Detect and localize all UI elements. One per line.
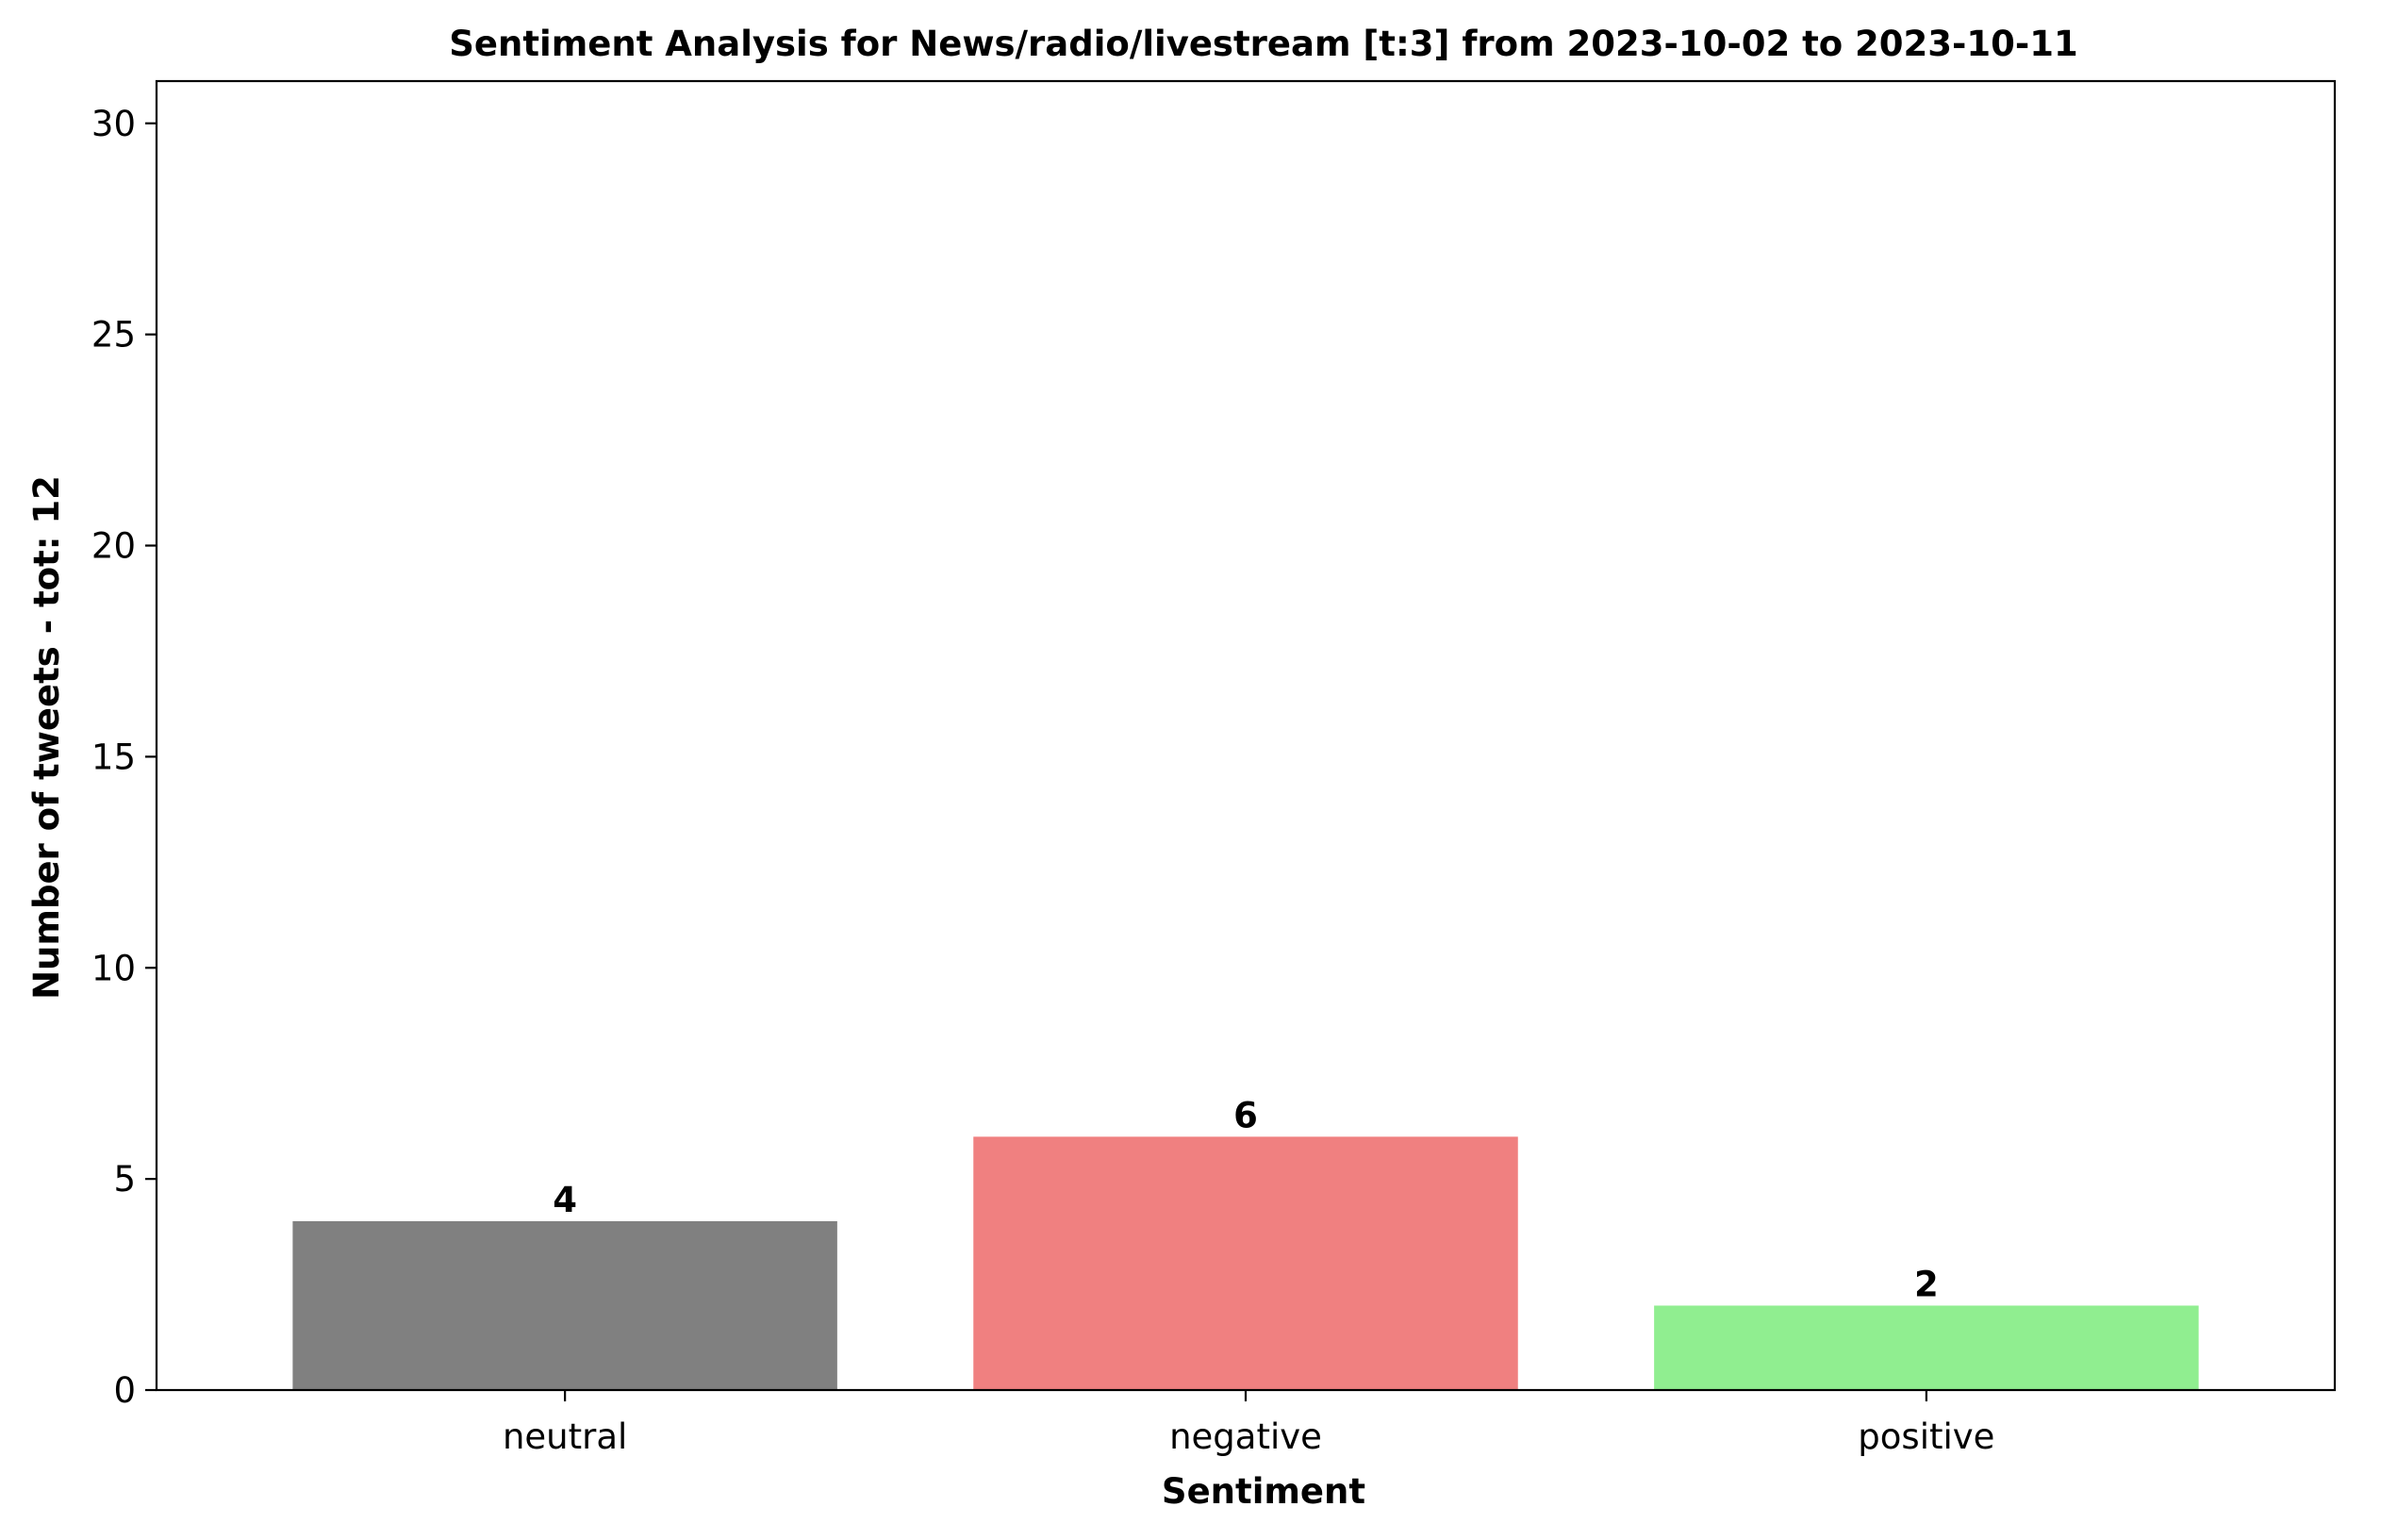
data-label-neutral: 4 — [553, 1180, 577, 1220]
data-label-negative: 6 — [1233, 1095, 1258, 1135]
y-tick-label: 0 — [113, 1370, 136, 1411]
y-tick-label: 20 — [91, 526, 136, 567]
x-tick-label-positive: positive — [1858, 1416, 1994, 1457]
y-tick-label: 15 — [91, 737, 136, 777]
y-axis: 0 5 10 15 20 25 30 — [91, 104, 157, 1411]
x-tick-label-neutral: neutral — [503, 1416, 627, 1457]
bar-neutral — [292, 1220, 837, 1390]
y-tick-label: 25 — [91, 315, 136, 356]
y-tick-label: 30 — [91, 104, 136, 144]
x-tick-label-negative: negative — [1169, 1416, 1322, 1457]
data-label-positive: 2 — [1914, 1264, 1939, 1304]
x-axis: neutral negative positive — [503, 1390, 1994, 1457]
plot-area: 4 6 2 — [155, 79, 2337, 1392]
y-tick-label: 10 — [91, 948, 136, 988]
bar-positive — [1654, 1305, 2199, 1390]
bar-negative — [973, 1136, 1518, 1390]
y-tick-label: 5 — [113, 1159, 136, 1200]
chart-title: Sentiment Analysis for News/radio/livest… — [449, 24, 2077, 64]
x-axis-label: Sentiment — [1162, 1471, 1365, 1512]
y-axis-label: Number of tweets - tot: 12 — [26, 475, 67, 1000]
